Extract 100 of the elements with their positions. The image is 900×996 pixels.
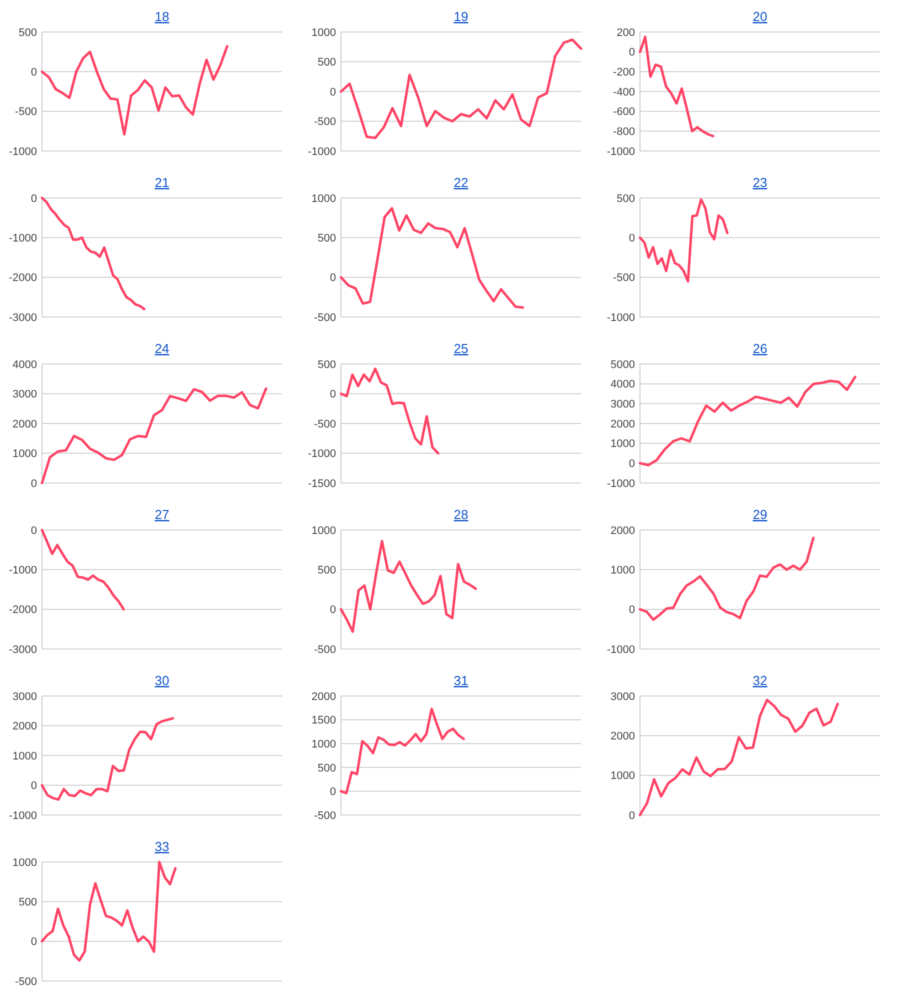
- y-tick-label: 3000: [12, 690, 37, 703]
- line-series: [638, 376, 856, 466]
- chart-title: 19: [454, 9, 468, 24]
- chart-title: 33: [154, 839, 170, 854]
- line-series: [340, 540, 477, 633]
- y-tick-label: -500: [314, 312, 336, 324]
- y-tick-label: -500: [314, 116, 336, 128]
- y-tick-label: -1000: [606, 644, 635, 656]
- y-tick-label: 5000: [610, 358, 635, 371]
- y-tick-label: 0: [628, 604, 635, 616]
- y-tick-label: 0: [30, 936, 37, 948]
- y-tick-label: 2000: [610, 730, 635, 743]
- line-series: [40, 860, 177, 962]
- y-tick-label: -500: [314, 810, 336, 822]
- y-tick-label: 0: [30, 478, 37, 490]
- chart-title: 23: [752, 175, 768, 190]
- y-tick-label: 0: [330, 604, 336, 616]
- y-tick-label: -1000: [8, 564, 37, 577]
- y-tick-label: -3000: [8, 644, 37, 656]
- y-tick-label: 1000: [610, 564, 635, 577]
- y-tick-label: -500: [14, 976, 37, 988]
- y-tick-label: -2000: [8, 604, 37, 616]
- y-tick-label: 500: [318, 358, 336, 371]
- chart-title: 18: [154, 9, 170, 24]
- y-tick-label: 1000: [610, 438, 635, 450]
- y-tick-label: -1000: [308, 146, 336, 158]
- y-tick-label: -1000: [8, 810, 37, 822]
- chart-title: 26: [752, 341, 768, 356]
- chart-title: 30: [154, 673, 170, 688]
- y-tick-label: 4000: [610, 378, 635, 391]
- y-tick-label: 2000: [610, 418, 635, 430]
- y-tick-label: -800: [612, 126, 635, 138]
- line-series: [638, 36, 714, 138]
- line-series: [638, 198, 729, 283]
- y-tick-label: 1000: [610, 770, 635, 782]
- line-series: [340, 38, 582, 140]
- y-tick-label: 0: [30, 780, 37, 792]
- y-tick-label: -1000: [8, 232, 37, 245]
- chart-title: 25: [454, 341, 468, 356]
- y-tick-label: 1000: [312, 524, 336, 537]
- y-tick-label: 1000: [312, 26, 336, 39]
- y-tick-label: 1000: [312, 738, 336, 750]
- y-tick-label: 200: [616, 26, 635, 39]
- y-tick-label: -500: [14, 106, 37, 118]
- y-tick-label: 2000: [312, 690, 336, 703]
- y-tick-label: 0: [330, 786, 336, 798]
- line-series: [638, 536, 815, 621]
- y-tick-label: 0: [30, 524, 37, 537]
- y-tick-label: 0: [628, 232, 635, 245]
- y-tick-label: -200: [612, 66, 635, 79]
- y-tick-label: 500: [616, 192, 635, 205]
- y-tick-label: -3000: [8, 312, 37, 324]
- y-tick-label: 500: [318, 232, 336, 245]
- y-tick-label: 3000: [12, 388, 37, 401]
- y-tick-label: -1000: [606, 146, 635, 158]
- chart-title: 29: [752, 507, 768, 522]
- y-tick-label: 1000: [12, 750, 37, 762]
- y-tick-label: 1500: [312, 714, 336, 727]
- y-tick-label: 500: [318, 762, 336, 774]
- chart-title: 27: [154, 507, 170, 522]
- y-tick-label: 3000: [610, 690, 635, 703]
- y-tick-label: -500: [314, 644, 336, 656]
- y-tick-label: 1000: [12, 448, 37, 460]
- line-series: [40, 196, 146, 310]
- chart-title: 28: [454, 507, 468, 522]
- y-tick-label: -500: [612, 272, 635, 284]
- line-series: [340, 708, 465, 794]
- y-tick-label: -400: [612, 86, 635, 98]
- y-tick-label: -1000: [8, 146, 37, 158]
- y-tick-label: 0: [628, 46, 635, 59]
- y-tick-label: 500: [318, 56, 336, 69]
- y-tick-label: 4000: [12, 358, 37, 371]
- y-tick-label: -600: [612, 106, 635, 118]
- y-tick-label: 0: [330, 86, 336, 98]
- y-tick-label: -2000: [8, 272, 37, 284]
- y-tick-label: 3000: [610, 398, 635, 411]
- line-series: [40, 528, 125, 611]
- y-tick-label: 0: [330, 272, 336, 284]
- y-tick-label: -1000: [308, 448, 336, 460]
- chart-title: 20: [752, 9, 768, 24]
- y-tick-label: 0: [628, 810, 635, 822]
- line-series: [40, 717, 174, 801]
- y-tick-label: -1500: [308, 478, 336, 490]
- chart-title: 32: [752, 673, 768, 688]
- line-series: [638, 698, 839, 816]
- line-series: [340, 207, 524, 309]
- y-tick-label: 0: [30, 192, 37, 205]
- y-tick-label: 1000: [312, 192, 336, 205]
- y-tick-label: 0: [30, 66, 37, 79]
- chart-title: 21: [154, 175, 170, 190]
- y-tick-label: -500: [314, 418, 336, 430]
- y-tick-label: 0: [628, 458, 635, 470]
- y-tick-label: 0: [330, 388, 336, 401]
- y-tick-label: 2000: [12, 418, 37, 430]
- y-tick-label: 1000: [12, 856, 37, 869]
- y-tick-label: 2000: [12, 720, 37, 733]
- chart-title: 22: [454, 175, 468, 190]
- y-tick-label: -1000: [606, 312, 635, 324]
- chart-title: 31: [454, 673, 468, 688]
- y-tick-label: -1000: [606, 478, 635, 490]
